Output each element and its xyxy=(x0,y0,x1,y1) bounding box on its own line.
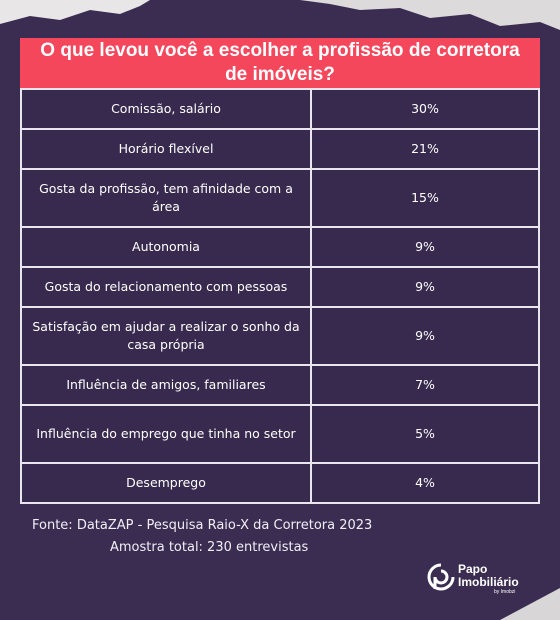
reason-cell: Gosta do relacionamento com pessoas xyxy=(20,266,312,308)
percent-cell: 5% xyxy=(310,404,540,464)
table-row: Satisfação em ajudar a realizar o sonho … xyxy=(20,306,540,366)
percent-cell: 7% xyxy=(310,364,540,406)
table-row: Autonomia 9% xyxy=(20,226,540,268)
reason-cell: Autonomia xyxy=(20,226,312,268)
data-table: Comissão, salário 30% Horário flexível 21% G… xyxy=(20,88,540,504)
logo-text: Papo xyxy=(458,562,488,576)
percent-cell: 4% xyxy=(310,462,540,504)
logo-icon xyxy=(427,563,455,591)
logo-tagline: by Imobzi xyxy=(494,589,516,595)
percent-cell: 15% xyxy=(310,168,540,228)
table-row: Gosta da profissão, tem afinidade com a … xyxy=(20,168,540,228)
title: O que levou você a escolher a profissão … xyxy=(20,38,540,88)
reason-cell: Desemprego xyxy=(20,462,312,504)
logo-text: Imobiliário xyxy=(458,575,519,589)
reason-cell: Comissão, salário xyxy=(20,88,312,130)
percent-cell: 9% xyxy=(310,266,540,308)
table-row: Comissão, salário 30% xyxy=(20,88,540,130)
table-row: Influência de amigos, familiares 7% xyxy=(20,364,540,406)
sample-line: Amostra total: 230 entrevistas xyxy=(110,540,309,555)
table-row: Gosta do relacionamento com pessoas 9% xyxy=(20,266,540,308)
percent-cell: 9% xyxy=(310,226,540,268)
reason-cell: Influência do emprego que tinha no setor xyxy=(20,404,312,464)
reason-cell: Influência de amigos, familiares xyxy=(20,364,312,406)
reason-cell: Satisfação em ajudar a realizar o sonho … xyxy=(20,306,312,366)
reason-cell: Horário flexível xyxy=(20,128,312,170)
percent-cell: 9% xyxy=(310,306,540,366)
table-row: Horário flexível 21% xyxy=(20,128,540,170)
reason-cell: Gosta da profissão, tem afinidade com a … xyxy=(20,168,312,228)
percent-cell: 21% xyxy=(310,128,540,170)
source-line: Fonte: DataZAP - Pesquisa Raio-X da Corr… xyxy=(32,518,373,533)
table-row: Influência do emprego que tinha no setor… xyxy=(20,404,540,464)
table-row: Desemprego 4% xyxy=(20,462,540,504)
percent-cell: 30% xyxy=(310,88,540,130)
